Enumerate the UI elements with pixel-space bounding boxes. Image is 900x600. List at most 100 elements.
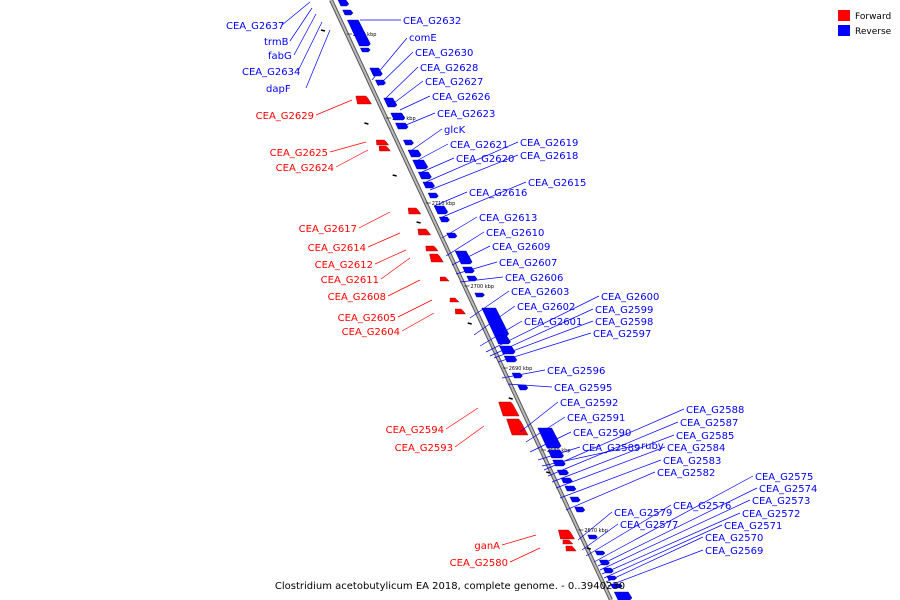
gene-label[interactable]: trmB — [264, 37, 289, 48]
gene-label[interactable]: CEA_G2583 — [663, 456, 721, 467]
gene-label[interactable]: CEA_G2595 — [554, 383, 612, 394]
gene-label[interactable]: CEA_G2584 — [667, 443, 725, 454]
gene-label[interactable]: CEA_G2620 — [456, 154, 514, 165]
reverse-gene-feature — [375, 79, 386, 86]
gene-label[interactable]: CEA_G2589 — [582, 443, 640, 454]
reverse-gene-feature — [395, 122, 409, 130]
leader-line — [397, 299, 433, 318]
gene-label[interactable]: CEA_G2617 — [299, 224, 357, 235]
reverse-gene-feature — [403, 139, 414, 146]
gene-label[interactable]: CEA_G2573 — [752, 496, 810, 507]
gene-label[interactable]: CEA_G2599 — [595, 305, 653, 316]
gene-label[interactable]: CEA_G2605 — [338, 313, 396, 324]
gene-label[interactable]: CEA_G2593 — [395, 443, 453, 454]
leader-line — [399, 95, 431, 111]
gene-label[interactable]: CEA_G2601 — [524, 317, 582, 328]
gene-label[interactable]: CEA_G2570 — [705, 533, 763, 544]
gene-label[interactable]: CEA_G2630 — [415, 48, 473, 59]
gene-label[interactable]: CEA_G2623 — [437, 109, 495, 120]
gene-label[interactable]: CEA_G2606 — [505, 273, 563, 284]
gene-label[interactable]: CEA_G2626 — [432, 92, 490, 103]
reverse-gene-feature — [606, 575, 617, 581]
gene-label[interactable]: fabG — [268, 51, 292, 62]
leader-line — [507, 383, 553, 388]
leader-line — [417, 143, 449, 161]
gene-label[interactable]: CEA_G2614 — [308, 243, 366, 254]
gene-label[interactable]: CEA_G2594 — [386, 425, 444, 436]
gene-label[interactable]: CEA_G2618 — [520, 151, 578, 162]
scale-tick-label: 2670 kbp — [584, 528, 608, 534]
gene-label[interactable]: CEA_G2569 — [705, 546, 763, 557]
gene-label[interactable]: CEA_G2575 — [755, 472, 813, 483]
feature-marker — [364, 122, 369, 125]
gene-label[interactable]: CEA_G2592 — [560, 398, 618, 409]
gene-label[interactable]: CEA_G2579 — [614, 508, 672, 519]
gene-label[interactable]: CEA_G2611 — [321, 275, 379, 286]
scale-tick-label: 2700 kbp — [470, 284, 494, 290]
gene-label[interactable]: CEA_G2613 — [479, 213, 537, 224]
gene-label[interactable]: CEA_G2571 — [724, 521, 782, 532]
leader-line — [581, 523, 619, 551]
gene-label[interactable]: CEA_G2609 — [492, 242, 550, 253]
gene-label[interactable]: CEA_G2585 — [676, 431, 734, 442]
leader-line — [497, 332, 592, 363]
leader-line — [405, 112, 436, 126]
gene-label[interactable]: CEA_G2588 — [686, 405, 744, 416]
gene-label[interactable]: CEA_G2637 — [226, 21, 284, 32]
leader-line — [335, 149, 369, 168]
gene-label[interactable]: CEA_G2603 — [511, 287, 569, 298]
gene-label[interactable]: CEA_G2634 — [242, 67, 300, 78]
gene-label[interactable]: CEA_G2632 — [403, 16, 461, 27]
gene-label[interactable]: CEA_G2582 — [657, 468, 715, 479]
gene-label[interactable]: CEA_G2591 — [567, 413, 625, 424]
leader-line — [387, 279, 421, 297]
gene-label[interactable]: CEA_G2607 — [499, 258, 557, 269]
gene-label[interactable]: ganA — [474, 541, 500, 552]
gene-label[interactable]: CEA_G2597 — [593, 329, 651, 340]
gene-label[interactable]: CEA_G2602 — [517, 302, 575, 313]
feature-marker — [320, 29, 326, 32]
gene-label[interactable]: CEA_G2624 — [276, 163, 334, 174]
gene-label[interactable]: CEA_G2587 — [680, 418, 738, 429]
leader-line — [555, 446, 666, 489]
gene-label[interactable]: CEA_G2628 — [420, 63, 478, 74]
leader-line — [501, 369, 546, 379]
leader-line — [433, 191, 468, 207]
reverse-gene-feature — [347, 19, 371, 47]
reverse-gene-feature — [390, 112, 406, 121]
gene-label[interactable]: CEA_G2580 — [450, 558, 508, 569]
gene-label[interactable]: CEA_G2627 — [425, 77, 483, 88]
leader-line — [374, 249, 407, 265]
leader-line — [367, 232, 401, 248]
gene-label[interactable]: CEA_G2574 — [759, 484, 817, 495]
gene-label[interactable]: CEA_G2625 — [270, 148, 328, 159]
feature-marker — [392, 174, 397, 177]
gene-label[interactable]: CEA_G2577 — [620, 520, 678, 531]
gene-label[interactable]: CEA_G2604 — [342, 327, 400, 338]
gene-label[interactable]: CEA_G2576 — [673, 501, 731, 512]
leader-line — [605, 536, 704, 583]
gene-label[interactable]: CEA_G2590 — [573, 428, 631, 439]
gene-label[interactable]: CEA_G2612 — [315, 260, 373, 271]
gene-label[interactable]: CEA_G2572 — [742, 509, 800, 520]
forward-gene-feature — [558, 529, 575, 540]
gene-label[interactable]: CEA_G2615 — [528, 178, 586, 189]
gene-label[interactable]: comE — [409, 33, 437, 44]
gene-label[interactable]: CEA_G2610 — [486, 228, 544, 239]
gene-label[interactable]: glcK — [444, 125, 466, 136]
gene-label[interactable]: dapF — [266, 84, 291, 95]
gene-label[interactable]: CEA_G2608 — [328, 292, 386, 303]
reverse-gene-feature — [407, 149, 422, 158]
gene-label[interactable]: CEA_G2621 — [450, 140, 508, 151]
gene-label[interactable]: ruby — [641, 441, 664, 452]
gene-label[interactable]: CEA_G2629 — [256, 111, 314, 122]
leader-line — [451, 245, 491, 266]
reverse-gene-feature — [494, 335, 511, 345]
gene-label[interactable]: CEA_G2598 — [595, 317, 653, 328]
feature-marker — [416, 221, 421, 224]
forward-gene-feature — [454, 308, 466, 315]
gene-label[interactable]: CEA_G2596 — [547, 366, 605, 377]
gene-label[interactable]: CEA_G2619 — [520, 138, 578, 149]
gene-label[interactable]: CEA_G2600 — [601, 292, 659, 303]
